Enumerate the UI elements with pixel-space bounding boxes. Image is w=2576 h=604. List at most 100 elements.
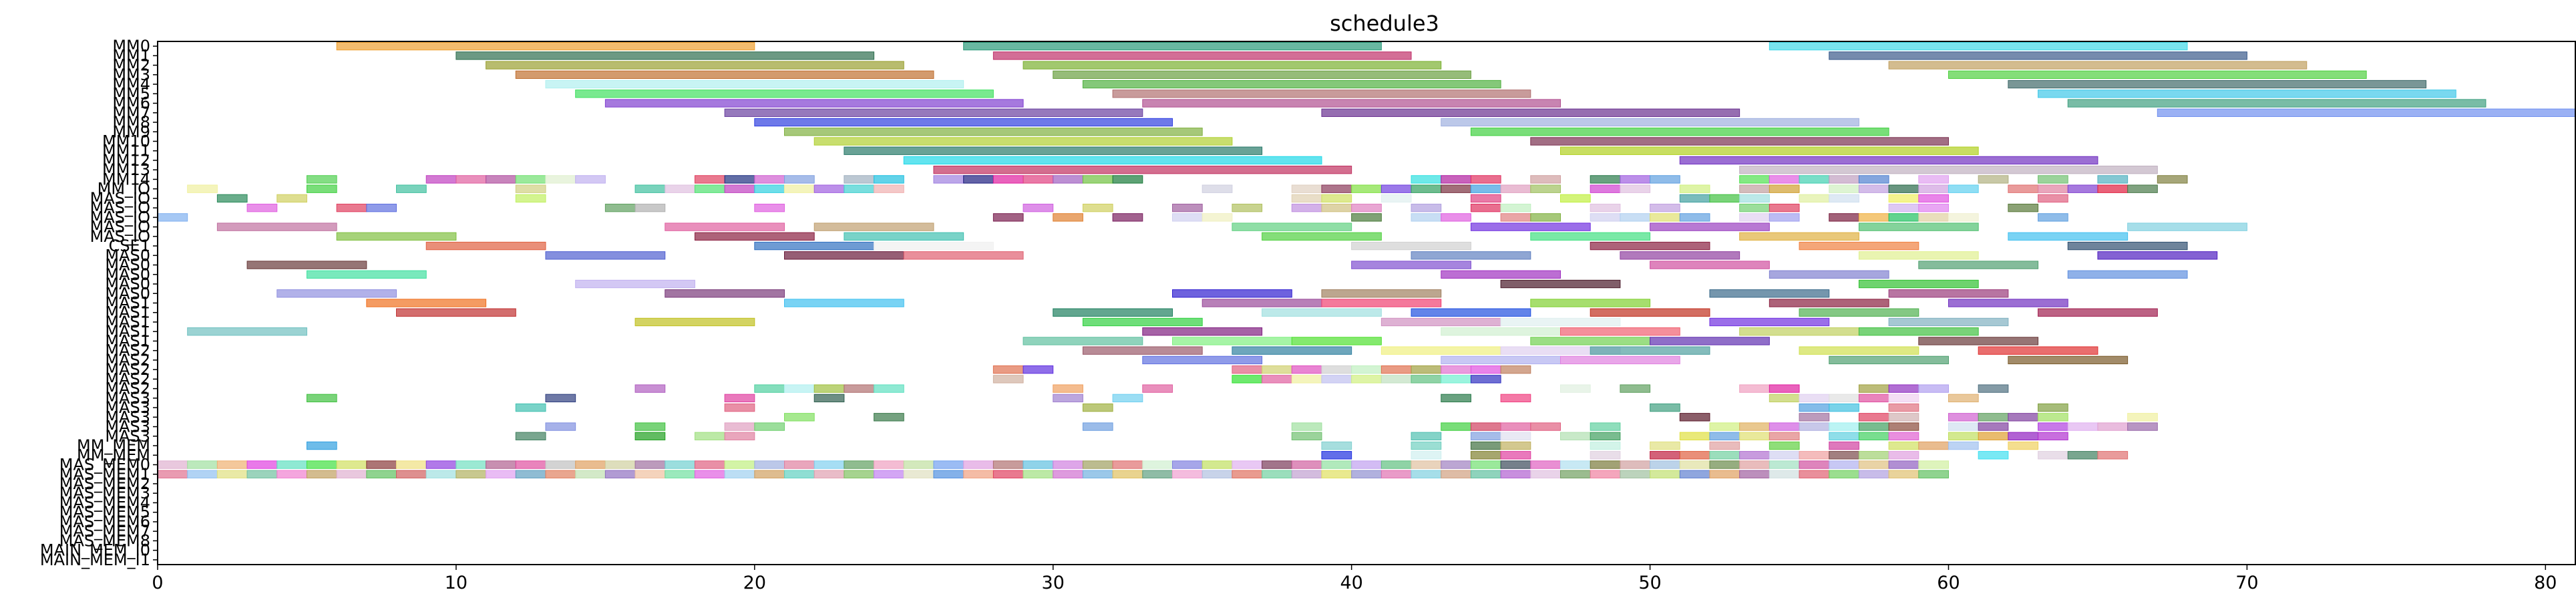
y-tick-label: MAS_IO	[90, 198, 150, 217]
task-bar	[336, 41, 755, 51]
task-bar	[366, 460, 397, 469]
task-bar	[1262, 460, 1292, 469]
task-bar	[1739, 194, 1770, 203]
task-bar	[1411, 375, 1442, 384]
task-bar	[1441, 327, 1561, 336]
task-bar	[1948, 441, 1979, 450]
task-bar	[1232, 203, 1263, 212]
task-bar	[1590, 241, 1710, 251]
y-tick-label: MAIN_MEM_I1	[40, 551, 150, 569]
task-bar	[1262, 470, 1292, 478]
task-bar	[963, 470, 994, 478]
task-bar	[1650, 337, 1770, 345]
task-bar	[1559, 327, 1680, 336]
y-tick-label: MAS_MEM7	[59, 522, 150, 541]
task-bar	[1082, 203, 1113, 212]
y-tick-label: MM6	[112, 94, 150, 113]
task-bar	[1858, 451, 1889, 460]
task-bar	[575, 460, 606, 469]
task-bar	[2008, 80, 2427, 89]
task-bar	[1918, 261, 2039, 269]
task-bar	[1291, 365, 1322, 374]
task-bar	[874, 384, 904, 393]
task-bar	[1291, 375, 1322, 384]
task-bar	[1321, 460, 1352, 469]
task-bar	[992, 470, 1024, 478]
task-bar	[1351, 184, 1382, 193]
task-bar	[1858, 422, 1889, 431]
task-bar	[515, 470, 546, 478]
task-bar	[1351, 203, 1382, 212]
x-tick-label: 20	[743, 573, 766, 593]
task-bar	[336, 232, 457, 241]
task-bar	[1978, 422, 2009, 431]
task-bar	[1082, 460, 1113, 469]
task-bar	[1202, 299, 1322, 307]
task-bar	[874, 241, 994, 251]
task-bar	[1411, 213, 1442, 222]
task-bar	[784, 251, 904, 260]
task-bar	[1291, 432, 1322, 440]
task-bar	[1053, 70, 1471, 80]
task-bar	[157, 470, 188, 478]
task-bar	[1172, 337, 1292, 345]
task-bar	[1351, 470, 1382, 478]
task-bar	[1470, 365, 1501, 374]
task-bar	[992, 213, 1024, 222]
task-bar	[1888, 460, 1919, 469]
task-bar	[1829, 51, 2247, 60]
task-bar	[366, 299, 487, 307]
task-bar	[1590, 451, 1621, 460]
task-bar	[1142, 384, 1173, 393]
task-bar	[1321, 108, 1740, 117]
task-bar	[1411, 441, 1442, 450]
y-axis: MM0MM1MM2MM3MM4MM5MM6MM7MM8MM9MM10MM11MM…	[40, 37, 158, 569]
task-bar	[1888, 194, 1919, 203]
task-bar	[1441, 175, 1471, 184]
y-tick-label: MAS2	[105, 351, 150, 369]
task-bar	[396, 470, 427, 478]
task-bar	[396, 460, 427, 469]
task-bar	[1709, 432, 1740, 440]
y-tick-label: MM9	[112, 122, 150, 141]
task-bar	[1978, 432, 2009, 440]
task-bar	[1650, 403, 1680, 412]
task-bar	[1888, 441, 1919, 450]
task-bar	[1679, 413, 1710, 422]
task-bar	[2008, 355, 2129, 365]
task-bar	[1470, 432, 1501, 440]
task-bar	[1709, 317, 1830, 327]
y-tick-label: MAS2	[105, 369, 150, 388]
task-bar	[216, 470, 248, 478]
task-bar	[187, 470, 218, 478]
task-bar	[634, 184, 666, 193]
task-bar	[1500, 317, 1621, 327]
task-bar	[1053, 308, 1173, 317]
task-bar	[2038, 194, 2068, 203]
task-bar	[545, 80, 964, 89]
task-bar	[1799, 403, 1830, 412]
task-bar	[724, 432, 755, 440]
y-tick-label: MAS1	[105, 294, 150, 313]
task-bar	[1500, 432, 1531, 440]
task-bar	[1500, 422, 1531, 431]
task-bar	[1590, 308, 1710, 317]
task-bar	[1441, 470, 1471, 478]
task-bar	[604, 470, 636, 478]
task-bar	[665, 184, 695, 193]
x-tick-label: 70	[2235, 573, 2258, 593]
y-tick-label: MAS_MEM0	[59, 456, 150, 474]
task-bar	[1053, 470, 1083, 478]
y-tick-label: MAS0	[105, 275, 150, 293]
task-bar	[1858, 432, 1889, 440]
task-bar	[1769, 432, 1800, 440]
task-bar	[1858, 327, 1979, 336]
task-bar	[1500, 451, 1531, 460]
task-bar	[604, 99, 1024, 108]
task-bar	[1650, 203, 1680, 212]
task-bar	[874, 413, 904, 422]
task-bar	[1082, 403, 1113, 412]
task-bar	[1739, 166, 2158, 174]
task-bar	[724, 422, 755, 431]
